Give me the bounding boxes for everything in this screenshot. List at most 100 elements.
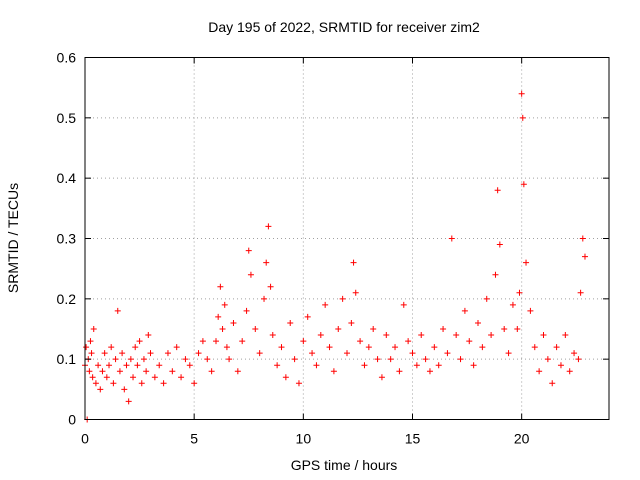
- data-point: [287, 319, 294, 326]
- data-point: [466, 338, 473, 345]
- data-point: [108, 344, 115, 351]
- data-point: [470, 362, 477, 369]
- data-point: [317, 332, 324, 339]
- data-point: [274, 362, 281, 369]
- data-point: [453, 332, 460, 339]
- data-point: [110, 380, 117, 387]
- data-point: [344, 350, 350, 357]
- y-tick-label: 0.1: [57, 351, 77, 367]
- data-point: [571, 350, 578, 357]
- data-point: [127, 356, 134, 363]
- data-point: [518, 90, 525, 97]
- data-point: [97, 386, 104, 393]
- data-point: [125, 398, 132, 405]
- data-point: [444, 350, 451, 357]
- data-point: [330, 368, 337, 375]
- data-point: [448, 235, 455, 242]
- data-point: [234, 368, 241, 375]
- data-point: [531, 344, 538, 351]
- data-point: [213, 338, 219, 345]
- data-point: [418, 332, 425, 339]
- data-point: [106, 362, 113, 369]
- data-point: [247, 271, 254, 278]
- data-point: [263, 259, 270, 266]
- data-point: [199, 338, 206, 345]
- axis-ticks: [84, 57, 609, 420]
- data-point: [156, 362, 163, 369]
- data-point: [309, 350, 316, 357]
- data-point: [496, 241, 503, 248]
- data-point: [300, 338, 307, 345]
- data-point: [140, 356, 147, 363]
- data-point: [101, 350, 108, 357]
- y-tick-label: 0: [68, 412, 76, 428]
- data-point: [245, 247, 252, 254]
- y-tick-label: 0.3: [57, 231, 77, 247]
- data-point: [151, 374, 158, 381]
- data-point: [326, 344, 333, 351]
- data-point: [145, 332, 152, 339]
- data-point: [90, 326, 97, 332]
- data-point: [361, 362, 368, 369]
- data-point: [457, 356, 464, 363]
- data-point: [112, 356, 119, 363]
- data-point: [169, 368, 176, 375]
- data-point: [182, 356, 189, 363]
- data-point: [335, 326, 342, 332]
- data-point: [435, 362, 442, 369]
- data-point: [282, 374, 289, 381]
- data-point: [136, 338, 143, 345]
- data-point: [313, 362, 320, 369]
- data-point: [581, 253, 588, 260]
- data-point: [261, 295, 268, 302]
- data-point: [516, 289, 523, 296]
- data-point: [514, 326, 521, 332]
- data-point: [494, 187, 501, 194]
- data-point: [295, 380, 302, 387]
- data-point: [396, 368, 403, 375]
- data-point: [83, 344, 90, 351]
- data-point: [132, 344, 139, 351]
- data-point: [121, 386, 128, 393]
- data-point: [265, 223, 272, 230]
- data-point: [400, 301, 407, 308]
- data-point: [339, 295, 346, 302]
- data-point: [230, 319, 237, 326]
- data-point: [243, 307, 250, 314]
- data-point: [527, 307, 534, 314]
- data-point: [549, 380, 556, 387]
- data-point: [392, 344, 399, 351]
- data-point: [536, 368, 543, 375]
- data-point: [440, 326, 447, 332]
- data-point: [505, 350, 512, 357]
- data-point: [544, 356, 551, 363]
- data-point: [575, 356, 582, 363]
- data-point: [89, 374, 96, 381]
- data-point: [186, 362, 193, 369]
- data-point: [119, 350, 126, 357]
- data-point: [267, 283, 274, 290]
- data-point: [426, 368, 433, 375]
- data-points: [82, 90, 588, 423]
- y-tick-label: 0.6: [57, 50, 77, 66]
- data-point: [226, 356, 233, 363]
- data-point: [520, 181, 527, 188]
- data-point: [173, 344, 180, 351]
- data-point: [348, 319, 355, 326]
- data-point: [160, 380, 167, 387]
- data-point: [577, 289, 584, 296]
- data-point: [483, 295, 490, 302]
- x-tick-label: 5: [190, 431, 198, 447]
- data-point: [405, 338, 412, 345]
- data-point: [269, 332, 276, 339]
- x-tick-label: 0: [81, 431, 89, 447]
- data-point: [413, 362, 420, 369]
- data-point: [553, 344, 560, 351]
- data-point: [134, 362, 141, 369]
- y-tick-labels: 0 0.1 0.2 0.3 0.4 0.5 0.6: [57, 50, 77, 428]
- x-tick-label: 20: [514, 431, 530, 447]
- data-point: [322, 301, 329, 308]
- data-point: [422, 356, 429, 363]
- data-point: [215, 313, 222, 320]
